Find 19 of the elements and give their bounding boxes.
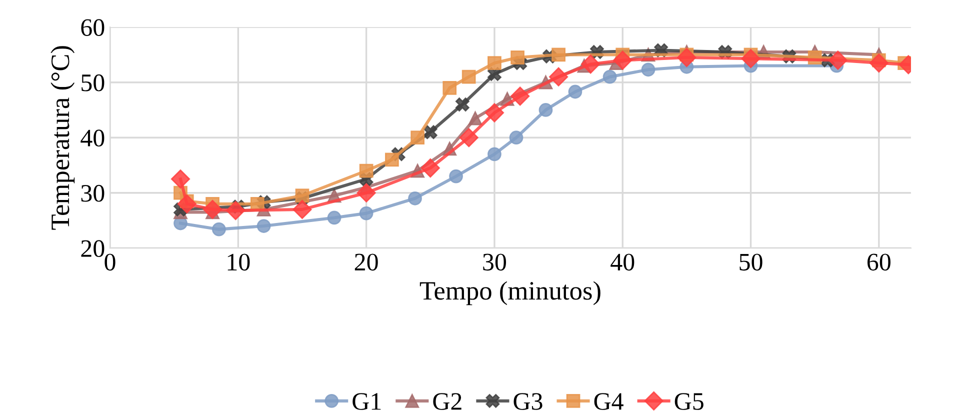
- legend-label: G3: [514, 393, 542, 410]
- y-tick-label: 40: [80, 130, 104, 147]
- legend-label: G4: [594, 393, 624, 410]
- y-tick-label: 20: [81, 240, 104, 258]
- y-tick-label: 50: [82, 74, 104, 92]
- x-tick-label: 60: [867, 254, 890, 271]
- legend-label: G1: [352, 393, 381, 410]
- legend-label: G5: [674, 393, 704, 410]
- x-tick-label: 50: [740, 254, 762, 271]
- x-tick-label: 10: [228, 254, 250, 271]
- y-tick-label: 60: [81, 19, 104, 36]
- y-tick-label: 30: [81, 184, 104, 202]
- x-tick-label: 0: [104, 254, 116, 271]
- x-tick-label: 20: [354, 254, 378, 271]
- x-tick-label: 30: [483, 254, 506, 271]
- x-axis-title: Tempo (minutos): [420, 281, 600, 306]
- y-axis-title: Temperatura (°C): [50, 46, 75, 230]
- x-tick-label: 40: [610, 254, 634, 271]
- legend-label: G2: [433, 393, 462, 410]
